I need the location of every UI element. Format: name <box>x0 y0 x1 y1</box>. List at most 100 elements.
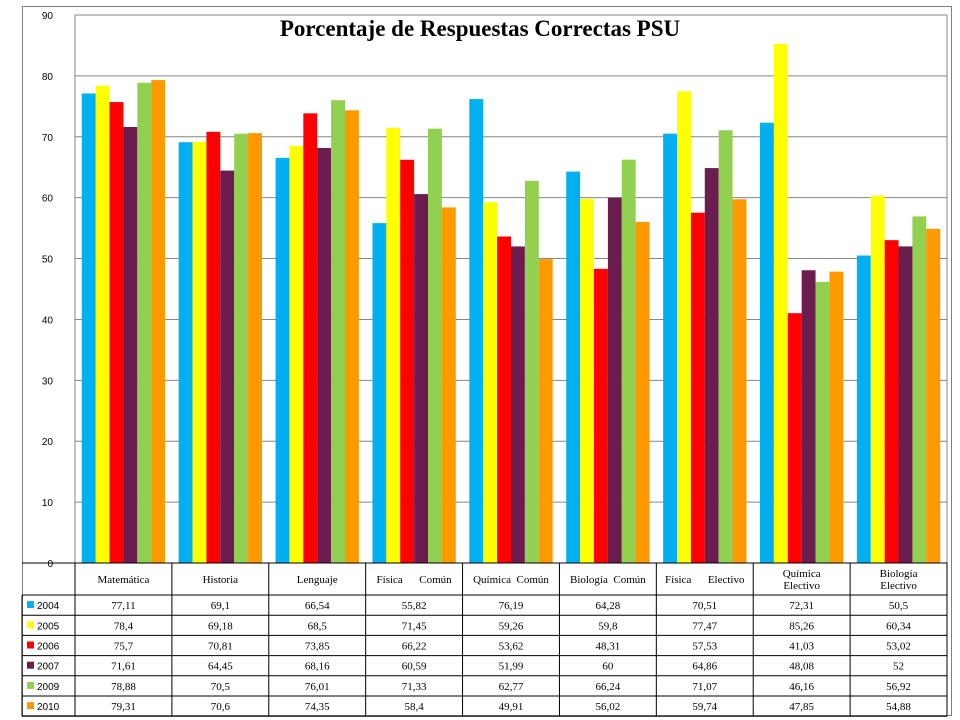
data-label: 53,62 <box>499 641 524 653</box>
data-label: 78,4 <box>114 620 134 632</box>
data-label: 59,74 <box>692 701 717 713</box>
category-label: Biología <box>880 568 918 580</box>
data-label: 69,1 <box>211 600 230 612</box>
data-label: 79,31 <box>111 701 136 713</box>
bar-2009-4 <box>524 180 539 563</box>
data-label: 56,92 <box>886 681 911 693</box>
bar-2009-3 <box>427 128 442 563</box>
data-label: 46,16 <box>789 681 814 693</box>
bar-2005-5 <box>580 198 595 563</box>
bar-2004-3 <box>372 223 387 563</box>
legend-label-2006: 2006 <box>37 642 60 653</box>
data-label: 70,81 <box>208 641 233 653</box>
data-label: 70,51 <box>692 600 717 612</box>
category-label: Física Electivo <box>665 574 745 586</box>
y-tick-label: 10 <box>42 498 54 509</box>
data-label: 60 <box>602 661 614 673</box>
y-tick-label: 20 <box>42 437 54 448</box>
bar-2005-1 <box>192 141 207 563</box>
data-label: 56,02 <box>596 701 621 713</box>
data-label: 71,45 <box>402 620 427 632</box>
axis: 0 10 20 30 40 50 60 70 80 90 <box>42 11 948 570</box>
bar-2007-0 <box>123 126 138 563</box>
category-label: Matemática <box>97 574 149 586</box>
bar-2007-8 <box>898 246 913 563</box>
bar-2007-5 <box>607 197 622 563</box>
data-label: 71,33 <box>402 681 427 693</box>
bar-2007-6 <box>704 168 719 564</box>
bar-2009-5 <box>621 159 636 563</box>
bar-2006-4 <box>497 236 511 563</box>
bar-2006-3 <box>400 159 415 564</box>
legend-swatch-2007 <box>27 661 34 669</box>
data-label: 48,08 <box>789 661 814 673</box>
data-label: 66,54 <box>305 600 330 612</box>
data-label: 51,99 <box>499 661 524 673</box>
chart-title: Porcentaje de Respuestas Correctas PSU <box>280 16 681 41</box>
bar-2010-3 <box>441 207 456 564</box>
y-tick-label: 50 <box>42 255 54 266</box>
bar-2006-7 <box>787 313 802 563</box>
bar-2005-8 <box>870 195 885 564</box>
bar-2006-2 <box>303 113 318 563</box>
bar-2010-5 <box>635 221 650 563</box>
bar-2005-2 <box>289 145 304 563</box>
category-label: Química Común <box>473 574 549 586</box>
data-label: 66,22 <box>402 641 427 653</box>
bar-2007-3 <box>414 194 428 563</box>
data-label: 52 <box>893 661 904 673</box>
category-label: Electivo <box>783 580 820 592</box>
data-label: 77,47 <box>692 620 717 632</box>
data-label: 57,53 <box>692 641 717 653</box>
bar-2004-4 <box>469 99 484 563</box>
data-label: 48,31 <box>596 641 621 653</box>
legend-label-2005: 2005 <box>37 621 60 632</box>
data-label: 68,16 <box>305 661 330 673</box>
legend-swatch-2009 <box>27 681 34 689</box>
data-label: 64,86 <box>692 661 717 673</box>
data-label: 49,91 <box>499 701 524 713</box>
category-label: Lenguaje <box>297 574 338 586</box>
category-label: Física Común <box>377 574 453 586</box>
category-label: Electivo <box>880 580 917 592</box>
bar-2009-2 <box>331 100 345 563</box>
bar-2004-8 <box>856 255 871 563</box>
y-tick-label: 40 <box>42 315 54 326</box>
legend-swatch-2010 <box>27 702 34 710</box>
bar-2007-7 <box>801 270 816 563</box>
bar-2006-0 <box>109 102 124 564</box>
data-label: 74,35 <box>305 701 330 713</box>
data-label: 68,5 <box>308 620 328 632</box>
bar-2006-1 <box>206 131 221 564</box>
bar-2009-8 <box>912 216 927 563</box>
bar-2005-0 <box>95 85 110 564</box>
data-label: 59,26 <box>499 620 524 632</box>
data-label: 70,5 <box>211 681 231 693</box>
bar-2005-3 <box>386 127 401 564</box>
data-label: 71,61 <box>111 661 136 673</box>
data-label: 72,31 <box>789 600 814 612</box>
data-label: 53,02 <box>886 641 911 653</box>
data-label: 55,82 <box>402 600 427 612</box>
bar-2010-1 <box>248 133 262 563</box>
data-label: 69,18 <box>208 620 233 632</box>
bar-2009-1 <box>234 133 249 563</box>
legend-swatch-2005 <box>27 621 34 629</box>
chart-frame <box>22 6 952 716</box>
y-tick-label: 90 <box>42 11 54 22</box>
legend-swatch-2006 <box>27 641 34 649</box>
bar-2004-5 <box>566 171 581 564</box>
bar-2004-7 <box>760 122 774 563</box>
bar-2004-2 <box>275 157 290 563</box>
bar-2010-8 <box>926 228 941 563</box>
data-label: 41,03 <box>789 641 814 653</box>
data-table: Matemática Historia Lenguaje Física Común Qu… <box>21 562 948 717</box>
category-label: Biología Común <box>570 574 646 586</box>
legend-label-2009: 2009 <box>37 682 60 693</box>
bar-2007-4 <box>511 246 525 563</box>
bar-2006-6 <box>690 212 705 563</box>
bar-2009-0 <box>137 82 152 564</box>
data-label: 47,85 <box>789 701 814 713</box>
data-label: 64,45 <box>208 661 233 673</box>
